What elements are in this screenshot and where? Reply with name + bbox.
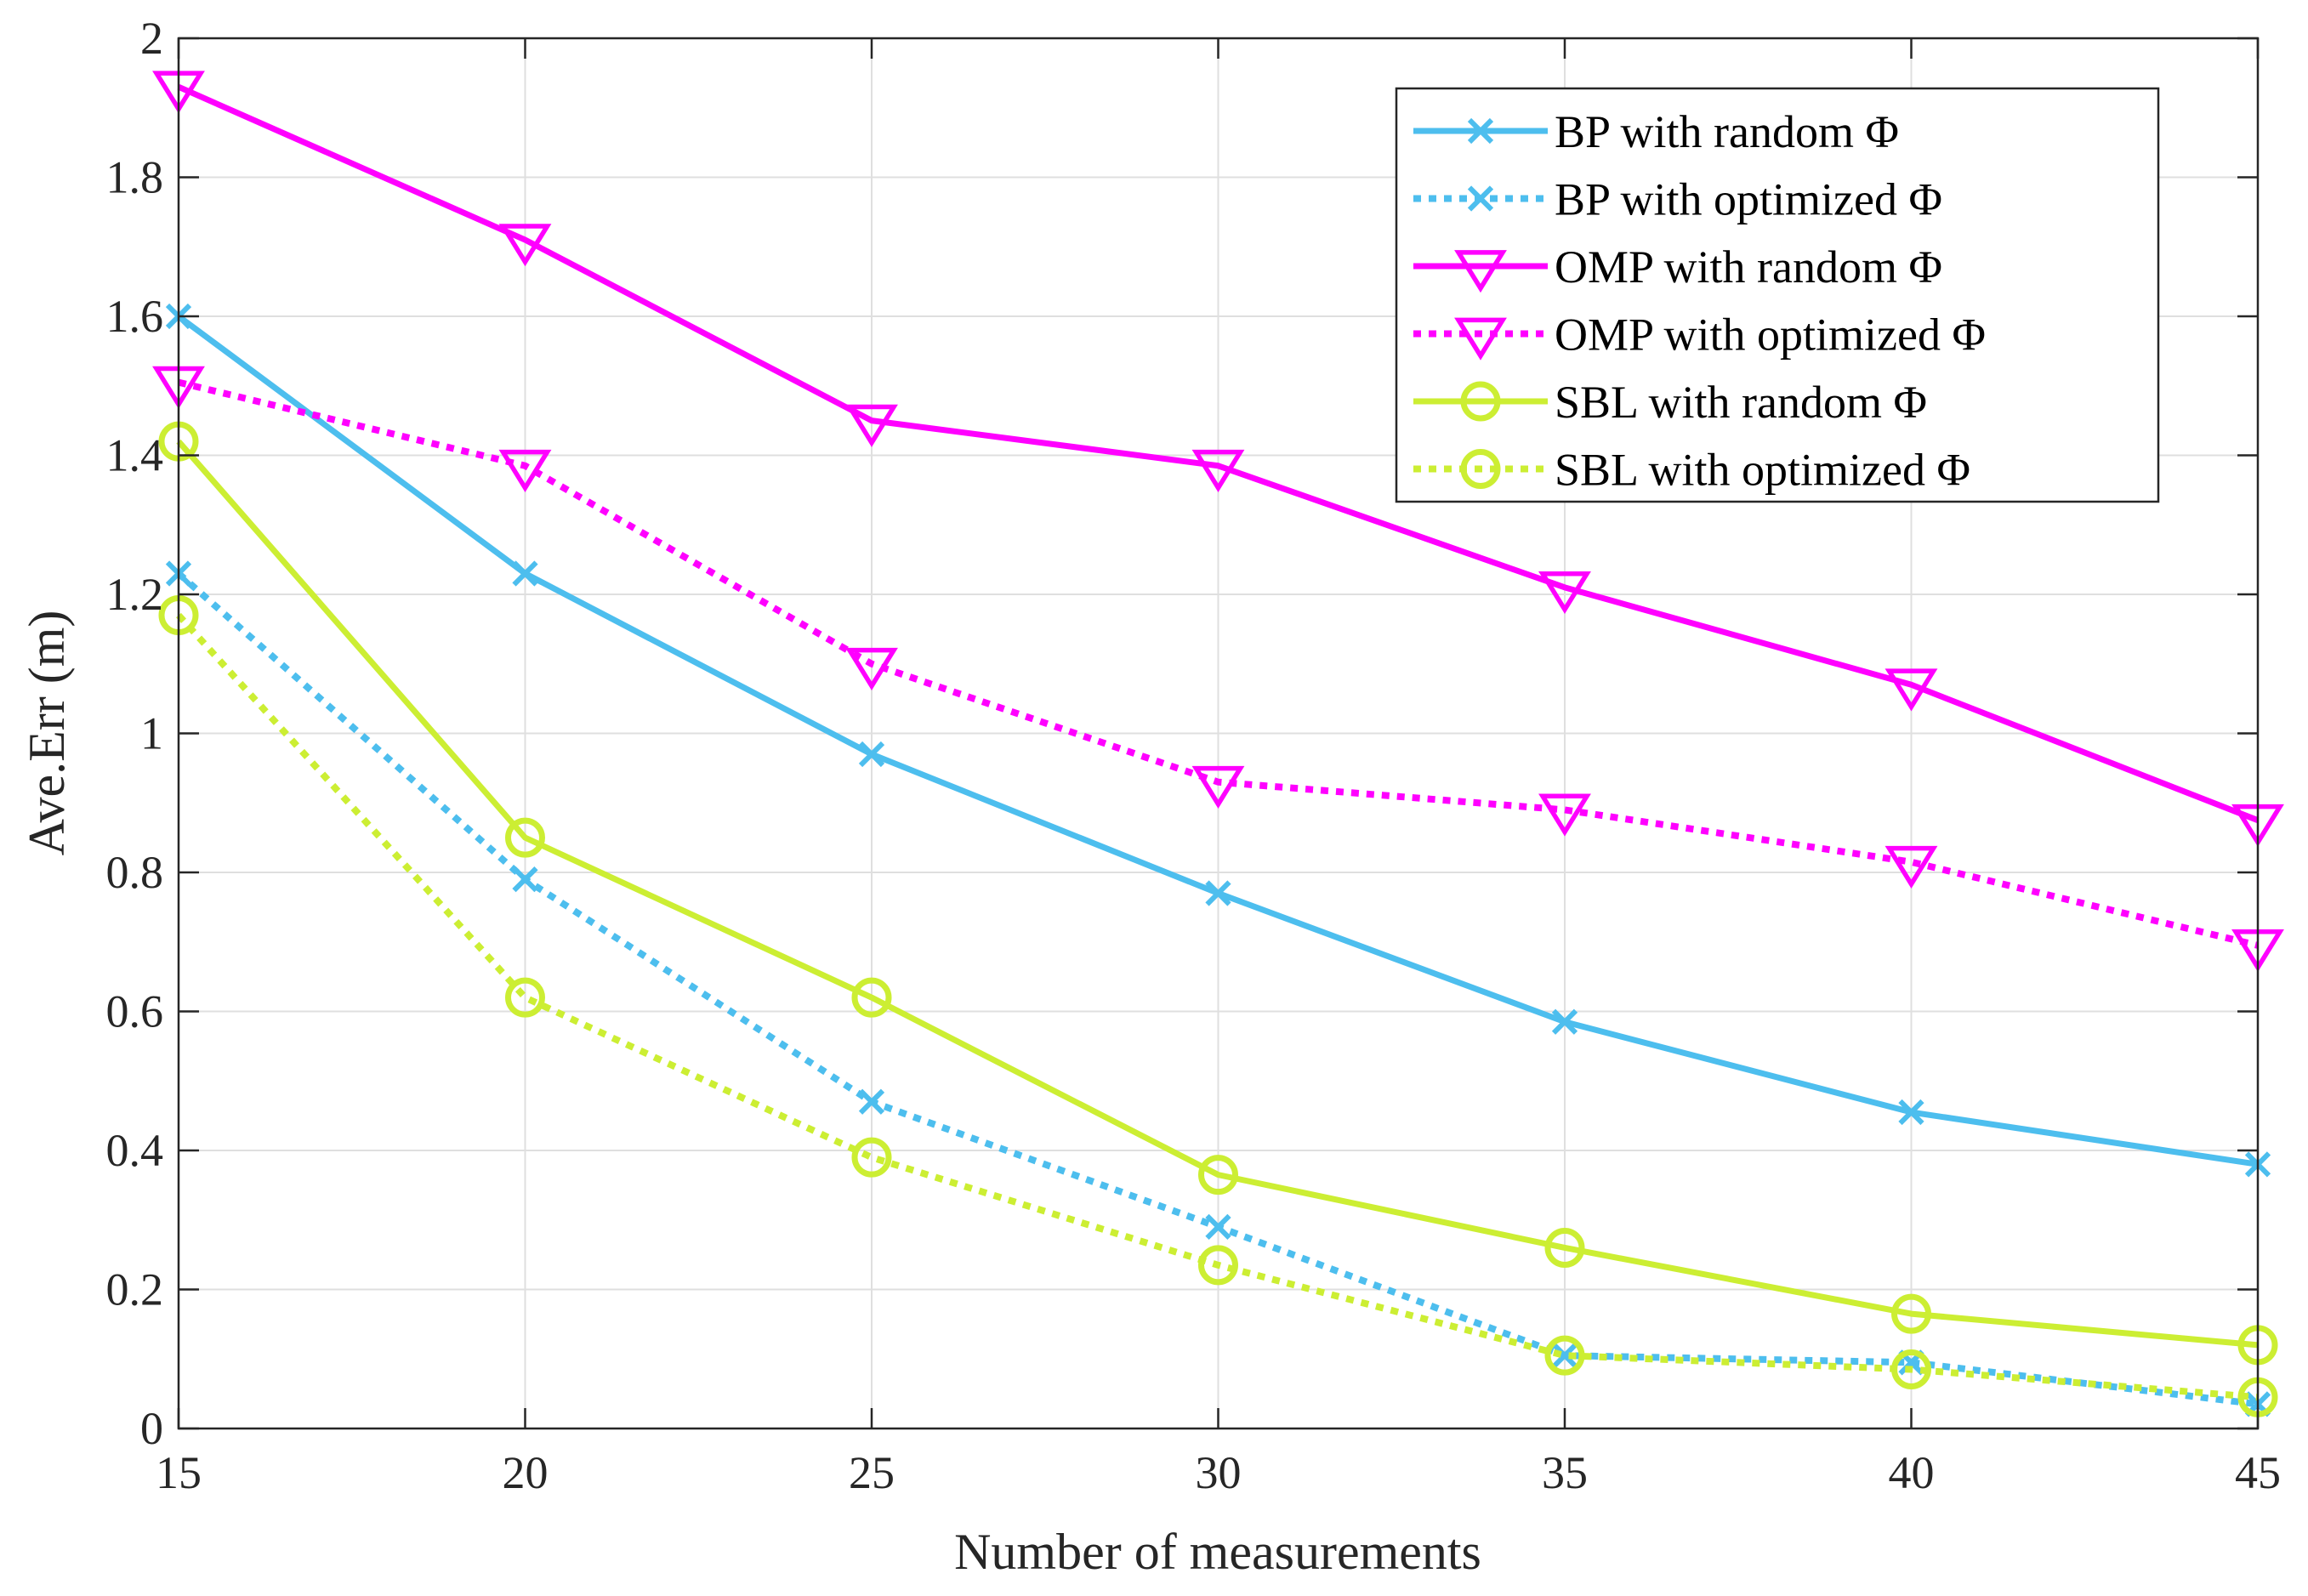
x-tick-label: 40 (1889, 1447, 1935, 1498)
y-tick-label: 1.4 (106, 430, 164, 481)
axis-ticks: 15 20 25 30 35 40 45 0 0.2 0.4 0.6 0.8 1 1.2 1.4 1.6 1.8… (106, 13, 2282, 1498)
triangle-marker (1884, 845, 1938, 889)
legend-label: OMP with random Φ (1555, 241, 1942, 293)
triangle-marker (498, 224, 552, 267)
x-marker (1551, 1343, 1578, 1369)
x-marker (858, 741, 885, 768)
series-line (176, 612, 2259, 1401)
circle-marker (1544, 1227, 1585, 1268)
circle-marker (505, 817, 545, 858)
x-tick-label: 15 (156, 1447, 202, 1498)
x-tick-label: 35 (1542, 1447, 1588, 1498)
triangle-marker (1454, 317, 1507, 361)
x-tick-label: 45 (2235, 1447, 2281, 1498)
series-line (178, 378, 2259, 949)
y-tick-label: 0 (140, 1403, 163, 1454)
series-group (152, 71, 2284, 1417)
triangle-marker (1454, 250, 1507, 293)
circle-marker (505, 977, 545, 1018)
circle-marker (851, 977, 892, 1018)
y-tick-label: 0.2 (106, 1264, 164, 1315)
circle-marker (851, 1137, 892, 1178)
circle-marker (1891, 1293, 1931, 1334)
triangle-marker (1884, 668, 1938, 712)
x-marker (1551, 1008, 1578, 1035)
series-line (176, 439, 2259, 1349)
circle-marker (1198, 1245, 1238, 1286)
circle-marker (1460, 381, 1501, 422)
legend-entry: OMP with random Φ (1413, 241, 1942, 293)
triangle-marker (498, 449, 552, 492)
legend-entry: BP with random Φ (1413, 106, 1899, 157)
y-tick-label: 1.8 (106, 152, 164, 203)
triangle-marker (845, 404, 898, 447)
legend-label: SBL with optimized Φ (1555, 445, 1970, 496)
legend-entry: SBL with optimized Φ (1413, 445, 1970, 496)
legend: BP with random Φ BP with optimized Φ OMP w… (1395, 87, 2160, 503)
triangle-marker (1538, 793, 1591, 837)
circle-marker (1198, 1155, 1238, 1196)
legend-entry: BP with optimized Φ (1413, 174, 1942, 225)
triangle-marker (845, 647, 898, 690)
series-6 (158, 595, 2278, 1417)
triangle-marker (1191, 449, 1245, 492)
x-tick-label: 20 (503, 1447, 549, 1498)
x-marker (1467, 185, 1494, 212)
circle-marker (1891, 1349, 1931, 1390)
legend-label: BP with random Φ (1555, 106, 1899, 157)
triangle-marker (1538, 571, 1591, 615)
legend-label: OMP with optimized Φ (1555, 310, 1986, 361)
x-marker (1205, 1213, 1231, 1241)
x-tick-label: 30 (1196, 1447, 1242, 1498)
x-marker (858, 1088, 885, 1115)
x-marker (512, 560, 538, 587)
x-marker (1205, 880, 1231, 906)
x-marker (512, 866, 538, 893)
series-line (177, 84, 2260, 823)
legend-label: SBL with random Φ (1555, 377, 1927, 428)
y-axis-label: Ave.Err (m) (19, 611, 75, 856)
series-1 (165, 303, 2271, 1178)
legend-label: BP with optimized Φ (1555, 174, 1942, 225)
y-tick-label: 1.2 (106, 569, 164, 620)
y-tick-label: 0.6 (106, 986, 164, 1037)
circle-marker (1460, 449, 1501, 489)
series-3 (152, 71, 2284, 847)
circle-marker (1544, 1335, 1585, 1376)
x-marker (1467, 117, 1494, 145)
y-tick-label: 0.8 (106, 847, 164, 898)
x-axis-label: Number of measurements (954, 1524, 1481, 1580)
legend-box (1395, 87, 2160, 503)
x-marker (1898, 1099, 1924, 1126)
triangle-marker (1191, 765, 1245, 809)
legend-entry: OMP with optimized Φ (1413, 310, 1986, 361)
y-tick-label: 1 (140, 708, 163, 759)
y-tick-label: 2 (140, 13, 163, 64)
y-tick-label: 1.6 (106, 291, 164, 342)
y-tick-label: 0.4 (106, 1125, 164, 1176)
x-tick-label: 25 (849, 1447, 895, 1498)
legend-entry: SBL with random Φ (1413, 377, 1927, 428)
